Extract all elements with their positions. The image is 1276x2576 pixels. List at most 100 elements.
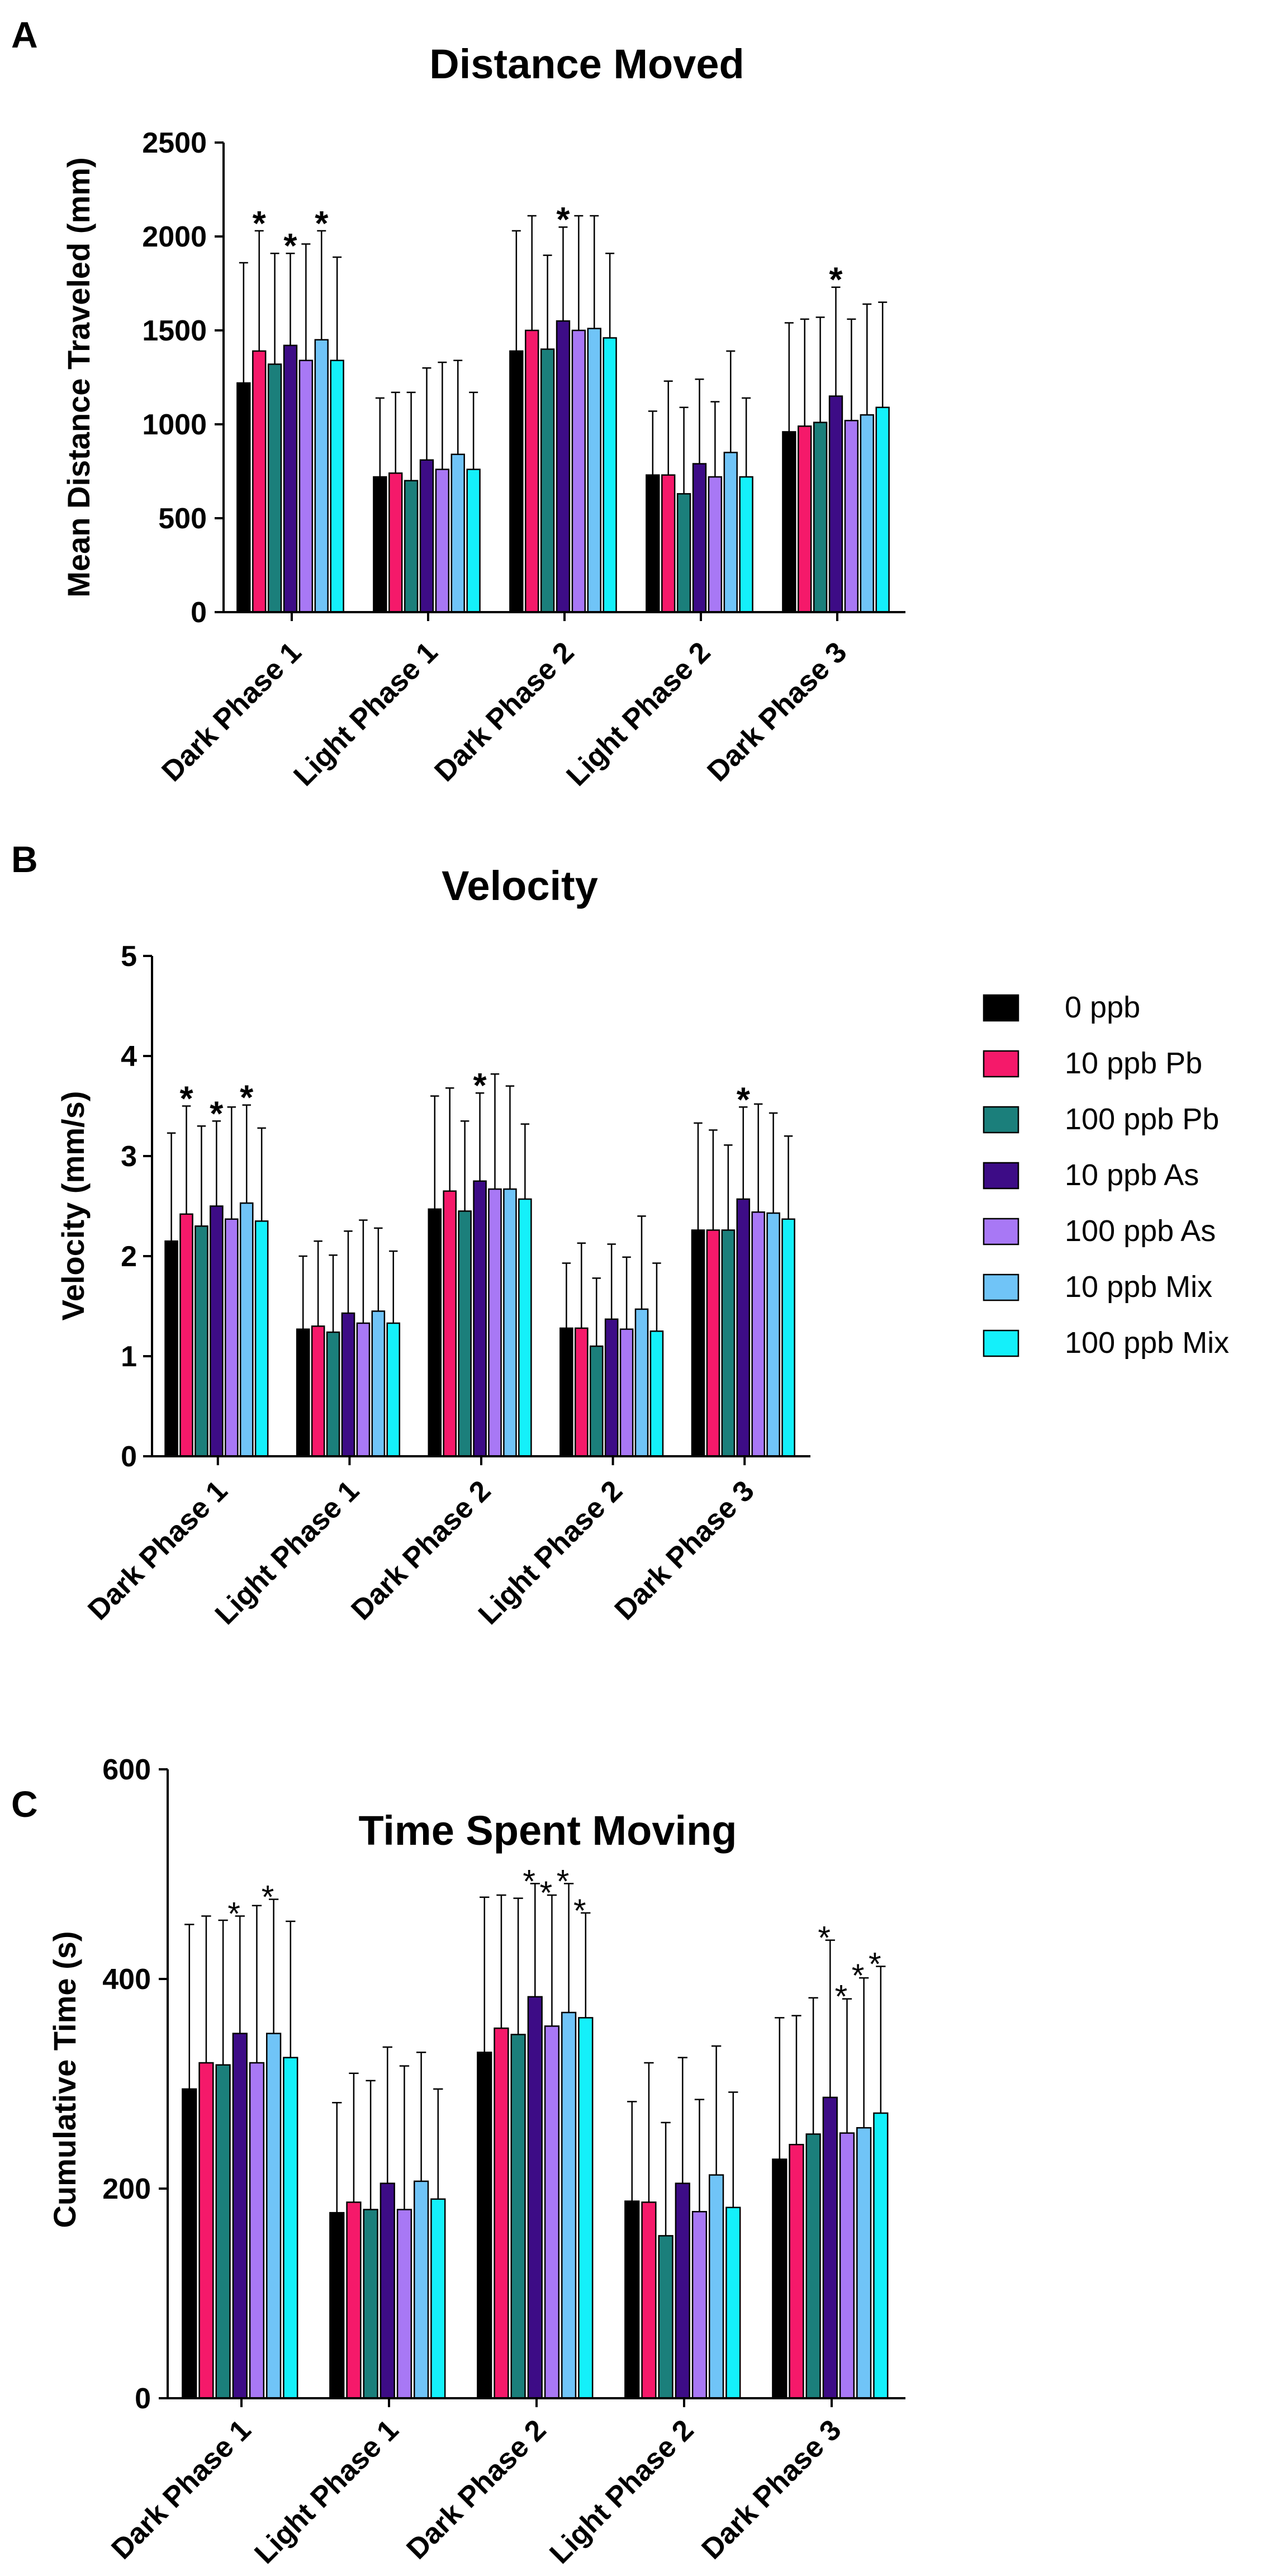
significance-marker: *	[557, 1863, 570, 1900]
panel-letter: C	[11, 1783, 38, 1825]
x-category-label: Dark Phase 1	[82, 1474, 234, 1626]
bar-0-ppb	[772, 2158, 788, 2399]
y-tick-label: 5	[121, 940, 137, 973]
bar-10-ppb-mix	[450, 453, 465, 613]
bar-100-ppb-as	[396, 2209, 412, 2399]
y-tick-label: 1500	[142, 315, 207, 347]
bar-10-ppb-pb	[346, 2201, 362, 2399]
bar-0-ppb	[782, 431, 796, 613]
legend-swatch	[983, 1273, 1019, 1301]
significance-marker: *	[540, 1875, 553, 1911]
y-tick-label: 2000	[142, 221, 207, 253]
bar-10-ppb-pb	[641, 2201, 657, 2399]
bar-10-ppb-as	[604, 1318, 619, 1457]
bar-100-ppb-mix	[518, 1198, 532, 1457]
bar-10-ppb-as	[232, 2033, 248, 2399]
bar-10-ppb-pb	[789, 2144, 804, 2399]
legend-label: 10 ppb Pb	[1065, 1046, 1202, 1080]
bar-0-ppb	[646, 474, 660, 613]
bar-100-ppb-pb	[805, 2133, 821, 2399]
x-category-label: Light Phase 1	[248, 2413, 405, 2570]
bar-0-ppb	[182, 2088, 197, 2399]
bar-10-ppb-mix	[414, 2180, 429, 2399]
panel-letter: B	[11, 839, 38, 880]
bar-100-ppb-pb	[267, 363, 282, 613]
y-axis-label: Cumulative Time (s)	[47, 1931, 82, 2228]
x-category-label: Light Phase 2	[560, 636, 717, 792]
x-category-label: Dark Phase 3	[609, 1474, 761, 1626]
significance-marker: *	[818, 1920, 831, 1957]
x-category-label: Dark Phase 2	[345, 1474, 497, 1626]
bar-10-ppb-mix	[314, 339, 329, 613]
bar-100-ppb-as	[544, 2025, 560, 2399]
bar-10-ppb-pb	[388, 472, 403, 613]
bar-0-ppb	[477, 2052, 492, 2399]
legend-label: 10 ppb As	[1065, 1158, 1199, 1192]
bar-10-ppb-as	[736, 1198, 751, 1457]
legend-swatch	[983, 1106, 1019, 1134]
bar-100-ppb-pb	[215, 2064, 231, 2399]
bar-100-ppb-mix	[649, 1330, 664, 1457]
bar-100-ppb-mix	[875, 406, 890, 613]
bar-10-ppb-mix	[239, 1202, 254, 1457]
bar-100-ppb-as	[844, 420, 859, 613]
y-axis-label: Velocity (mm/s)	[55, 1091, 91, 1321]
bar-10-ppb-pb	[252, 350, 267, 613]
significance-marker: *	[852, 1958, 865, 1994]
legend-label: 100 ppb As	[1065, 1214, 1216, 1248]
bar-0-ppb	[296, 1328, 310, 1457]
significance-marker: *	[210, 1095, 224, 1133]
legend-label: 100 ppb Pb	[1065, 1102, 1219, 1136]
x-category-label: Dark Phase 1	[105, 2413, 257, 2565]
bar-100-ppb-pb	[195, 1225, 208, 1457]
bar-10-ppb-mix	[723, 452, 738, 613]
bar-100-ppb-pb	[540, 348, 555, 613]
bar-10-ppb-as	[828, 395, 843, 613]
bar-100-ppb-mix	[873, 2112, 889, 2399]
bar-100-ppb-pb	[326, 1331, 340, 1457]
bar-0-ppb	[236, 382, 251, 613]
bar-100-ppb-pb	[676, 493, 691, 613]
legend-swatch	[983, 1050, 1019, 1078]
y-tick-label: 400	[102, 1963, 151, 1996]
x-category-label: Dark Phase 1	[155, 636, 307, 788]
bar-0-ppb	[164, 1240, 178, 1457]
bar-100-ppb-mix	[386, 1322, 401, 1457]
bar-100-ppb-mix	[430, 2198, 446, 2399]
significance-marker: *	[253, 205, 267, 243]
bar-100-ppb-as	[488, 1188, 502, 1457]
y-tick-label: 0	[191, 596, 207, 629]
bar-10-ppb-as	[473, 1180, 487, 1457]
bar-100-ppb-mix	[739, 476, 753, 613]
bar-100-ppb-as	[356, 1322, 371, 1457]
bar-100-ppb-pb	[404, 480, 419, 613]
chart-title: Time Spent Moving	[358, 1807, 737, 1854]
bar-100-ppb-mix	[725, 2206, 741, 2399]
bar-10-ppb-pb	[443, 1190, 457, 1457]
distance-moved-chart: A Distance Moved Mean Distance Traveled (m…	[11, 14, 905, 793]
bar-0-ppb	[329, 2212, 345, 2399]
y-tick-label: 4	[121, 1040, 137, 1073]
bar-0-ppb	[691, 1229, 705, 1457]
y-tick-label: 0	[121, 1441, 137, 1473]
bar-10-ppb-mix	[856, 2127, 872, 2399]
bar-10-ppb-pb	[179, 1213, 193, 1457]
bar-100-ppb-as	[839, 2132, 855, 2399]
bar-0-ppb	[428, 1208, 442, 1457]
bar-10-ppb-mix	[860, 414, 874, 613]
bar-10-ppb-pb	[706, 1229, 720, 1457]
bar-0-ppb	[373, 476, 387, 613]
bar-10-ppb-as	[692, 463, 707, 613]
legend-swatch	[983, 994, 1019, 1022]
significance-marker: *	[737, 1081, 751, 1119]
bar-100-ppb-pb	[721, 1229, 736, 1457]
legend: 0 ppb 10 ppb Pb 100 ppb Pb 10 ppb As 100 ppb…	[983, 991, 1229, 1360]
bar-10-ppb-as	[527, 1996, 543, 2399]
y-tick-label: 2	[121, 1240, 137, 1273]
bar-10-ppb-as	[822, 2096, 838, 2399]
significance-marker: *	[473, 1067, 487, 1105]
bar-10-ppb-mix	[766, 1212, 780, 1457]
bar-10-ppb-mix	[503, 1188, 517, 1457]
bar-10-ppb-mix	[561, 2011, 577, 2399]
legend-swatch	[983, 1162, 1019, 1190]
